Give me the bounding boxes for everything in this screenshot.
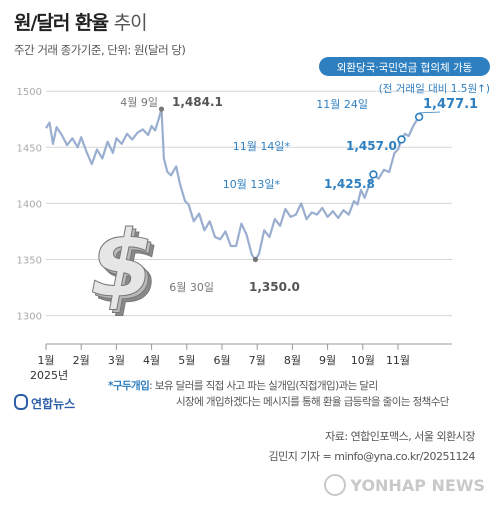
annotation-marker: [158, 106, 165, 112]
annotation-value: 1,484.1: [172, 95, 223, 109]
annotation-marker: [397, 135, 406, 144]
footnote-line2: 시장에 개입하겠다는 메시지를 통해 환율 급등락을 줄이는 정책수단: [176, 396, 449, 408]
y-tick-label: 1300: [17, 312, 42, 323]
x-tick-label: 8월: [284, 354, 301, 367]
year-label: 2025년: [30, 369, 68, 382]
annotation-date: 10월 13일*: [223, 177, 281, 191]
x-tick-label: 3월: [108, 354, 125, 367]
y-tick-label: 1500: [17, 87, 42, 98]
x-tick-label: 11월: [386, 354, 410, 367]
x-tick-label: 7월: [249, 354, 266, 367]
dollar-sign-icon: $$$: [90, 211, 161, 325]
unit-label: 주간 거래 종가기준, 단위: 원(달러 당): [14, 43, 186, 57]
annotation-marker: [369, 170, 378, 179]
logo-mark-icon: [14, 394, 28, 410]
callout-badge: [319, 57, 490, 76]
x-tick-label: 6월: [213, 354, 230, 367]
x-tick-label: 9월: [319, 354, 336, 367]
svg-text:$: $: [90, 211, 154, 318]
footnote-line1: : 보유 달러를 직접 사고 파는 실개입(직접개입)과는 달리: [149, 380, 378, 392]
callout-sub: (전 거래일 대비 1.5원↑): [379, 82, 490, 95]
annotation-marker: [252, 256, 259, 263]
yonhap-logo: 연합뉴스: [14, 394, 75, 412]
svg-text:$: $: [93, 214, 157, 321]
callout-label: 외환당국·국민연금 협의체 가동: [337, 61, 473, 74]
y-tick-label: 1350: [17, 255, 42, 266]
annotation-value: 1,425.8: [324, 177, 375, 191]
x-tick-label: 2월: [73, 354, 90, 367]
y-tick-label: 1400: [17, 199, 42, 210]
footnote: *구두개입: 보유 달러를 직접 사고 파는 실개입(직접개입)과는 달리 시장…: [108, 378, 449, 410]
annotation-date: 6월 30일: [169, 280, 214, 294]
annotation-date: 4월 9일: [120, 95, 158, 109]
rate-line: [45, 108, 421, 261]
annotation-marker: [414, 112, 424, 122]
annotation-leader: [397, 139, 401, 147]
source-text: 자료: 연합인포맥스, 서울 외환시장: [325, 430, 475, 443]
annotation-value: 1,477.1: [423, 97, 478, 112]
x-tick-label: 1월: [37, 354, 54, 367]
annotation-leader: [419, 111, 441, 114]
credit-text: 김민지 기자 = minfo@yna.co.kr/20251124: [268, 450, 475, 463]
x-tick-label: 4월: [143, 354, 160, 367]
logo-text: 연합뉴스: [31, 397, 76, 411]
footnote-term: *구두개입: [108, 380, 150, 392]
annotation-value: 1,350.0: [249, 280, 300, 294]
svg-text:$: $: [96, 217, 160, 324]
chart-title-suffix: 추이: [113, 12, 148, 34]
annotation-date: 11월 14일*: [233, 139, 291, 153]
x-tick-label: 10월: [351, 354, 375, 367]
annotation-date: 11월 24일: [316, 97, 368, 111]
watermark-text: YONHAP NEWS: [350, 476, 485, 495]
watermark-ring-icon: [324, 474, 347, 496]
annotation-value: 1,457.0: [346, 139, 397, 153]
chart-title: 원/달러 환율 추이: [14, 8, 148, 35]
y-tick-label: 1450: [17, 143, 42, 154]
x-tick-label: 5월: [178, 354, 195, 367]
watermark: YONHAP NEWS: [324, 474, 485, 496]
chart-title-main: 원/달러 환율: [14, 12, 109, 34]
